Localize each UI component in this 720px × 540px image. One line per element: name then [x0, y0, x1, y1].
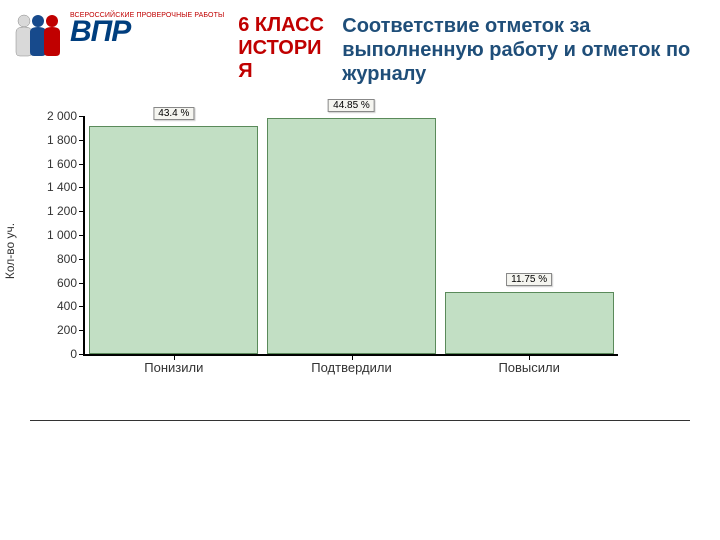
y-tick-label: 200	[57, 323, 77, 337]
y-tick-label: 1 800	[47, 133, 77, 147]
bar: 11.75 %	[445, 292, 614, 354]
y-tick-label: 0	[70, 347, 77, 361]
y-tick	[79, 164, 85, 165]
subject-label: 6 КЛАСС ИСТОРИЯ	[238, 14, 328, 83]
y-tick	[79, 116, 85, 117]
y-tick	[79, 354, 85, 355]
footer-divider	[30, 420, 690, 421]
bar: 44.85 %	[267, 118, 436, 354]
y-axis-label: Кол-во уч.	[3, 223, 17, 279]
y-tick-label: 1 000	[47, 228, 77, 242]
y-tick	[79, 187, 85, 188]
vpr-logo: ВСЕРОССИЙСКИЕ ПРОВЕРОЧНЫЕ РАБОТЫ ВПР	[10, 12, 224, 60]
y-tick	[79, 211, 85, 212]
y-tick-label: 2 000	[47, 109, 77, 123]
vpr-logo-icon	[10, 12, 66, 60]
y-tick	[79, 140, 85, 141]
y-tick-label: 800	[57, 252, 77, 266]
y-tick	[79, 259, 85, 260]
y-tick	[79, 330, 85, 331]
bar-percent-label: 43.4 %	[153, 107, 194, 120]
y-tick-label: 1 200	[47, 204, 77, 218]
y-tick	[79, 306, 85, 307]
y-tick-label: 400	[57, 299, 77, 313]
y-tick	[79, 283, 85, 284]
y-tick	[79, 235, 85, 236]
x-tick-label: Подтвердили	[311, 360, 391, 375]
page-title: Соответствие отметок за выполненную рабо…	[342, 14, 710, 86]
bar-percent-label: 11.75 %	[506, 273, 552, 286]
logo-title: ВПР	[70, 19, 130, 45]
grade-match-chart: Кол-во уч. 02004006008001 0001 2001 4001…	[28, 116, 618, 386]
bar: 43.4 %	[89, 126, 258, 354]
y-tick-label: 600	[57, 276, 77, 290]
y-tick-label: 1 600	[47, 157, 77, 171]
plot-area: 02004006008001 0001 2001 4001 6001 8002 …	[83, 116, 618, 356]
bar-percent-label: 44.85 %	[328, 99, 375, 112]
x-tick-label: Повысили	[498, 360, 559, 375]
y-tick-label: 1 400	[47, 180, 77, 194]
x-tick-label: Понизили	[144, 360, 203, 375]
